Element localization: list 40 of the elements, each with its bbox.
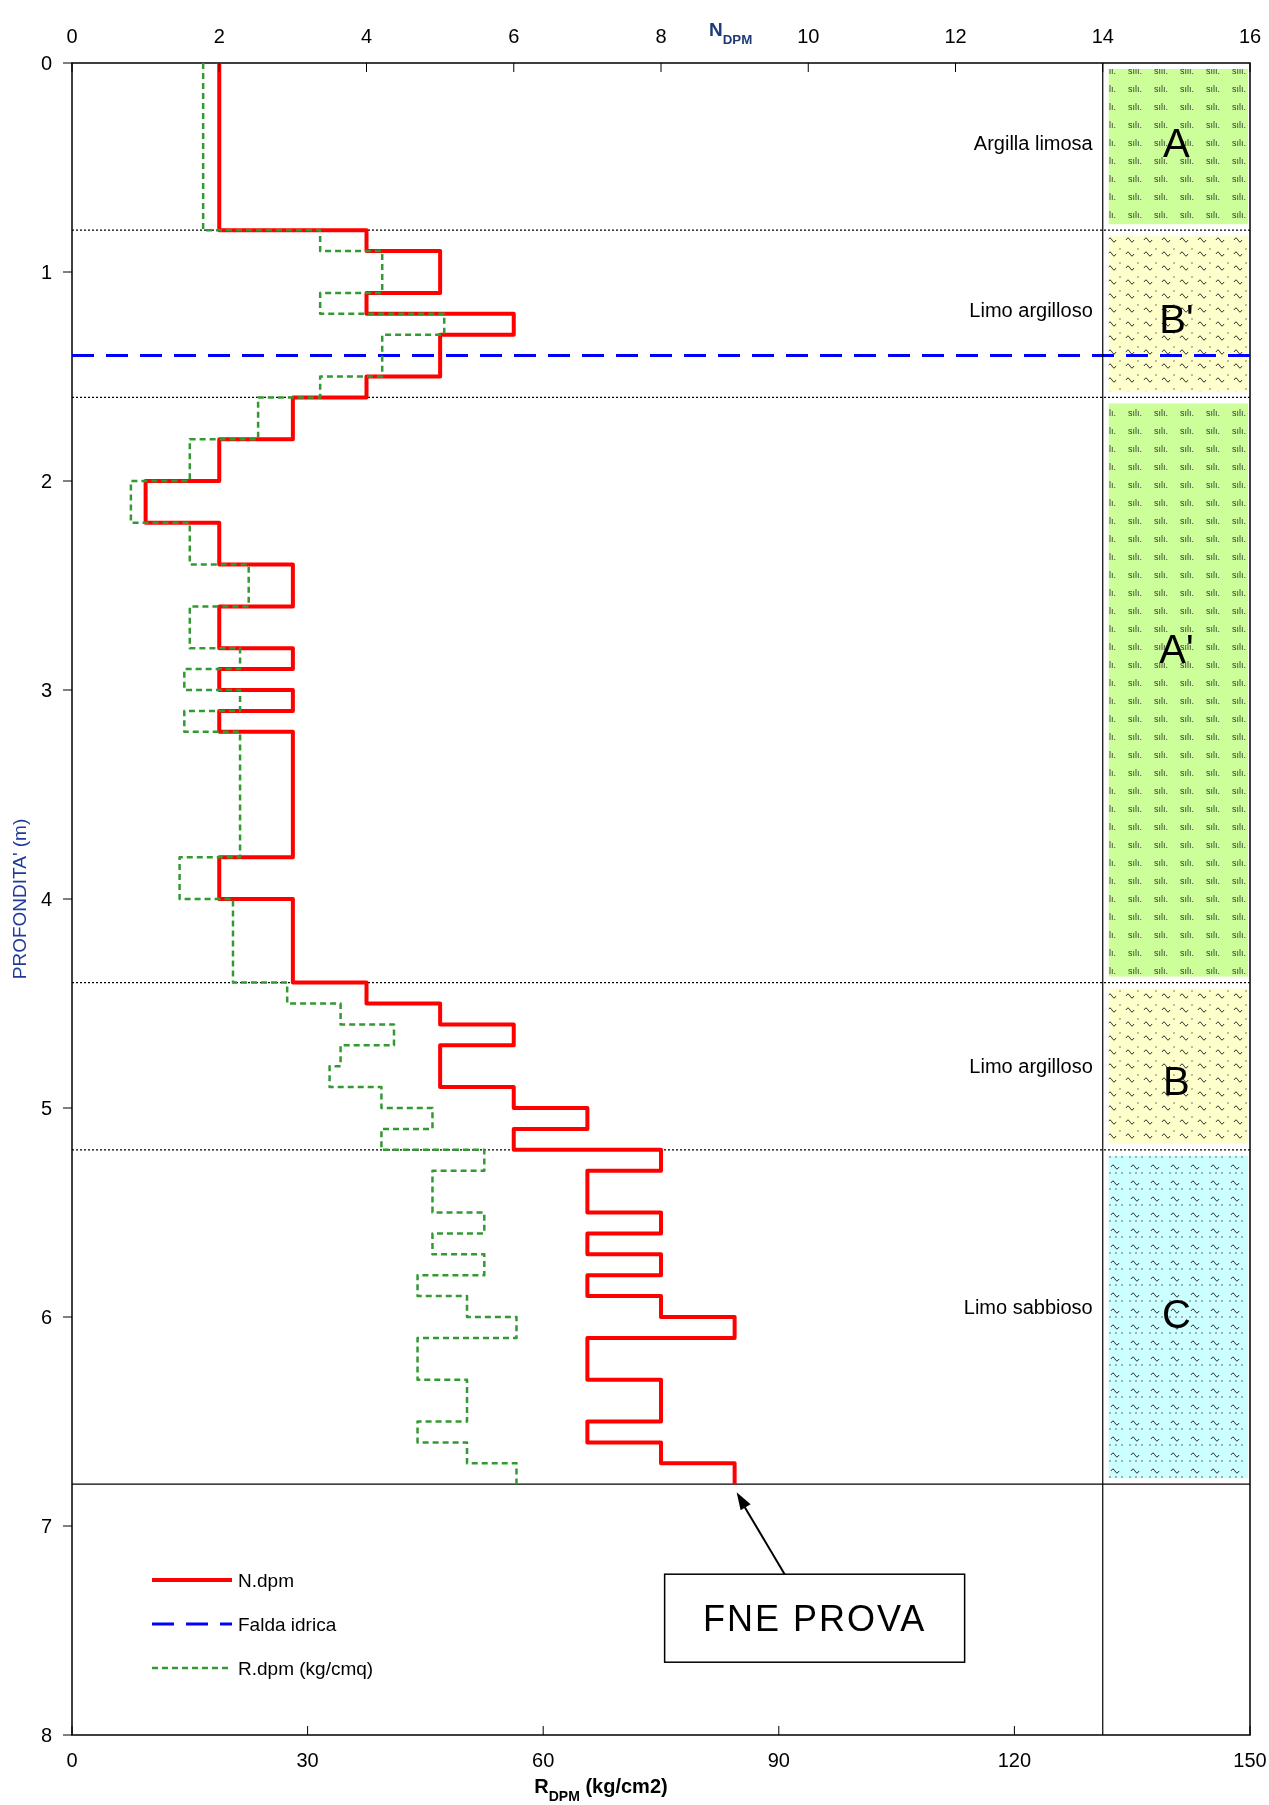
y-tick-label: 8 xyxy=(40,1724,52,1746)
y-tick-label: 1 xyxy=(40,261,52,283)
x-tick-label: 150 xyxy=(1233,1749,1267,1771)
annotation: Limo argilloso xyxy=(969,299,1093,322)
legend-label: R.dpm (kg/cmq) xyxy=(238,1658,374,1679)
y-tick-label: 3 xyxy=(40,679,52,701)
annotation: Argilla limosa xyxy=(973,132,1094,155)
x2-tick-label: 8 xyxy=(655,25,667,47)
annotation: Limo sabbioso xyxy=(963,1295,1093,1318)
x-tick-label: 120 xyxy=(997,1749,1032,1771)
x2-tick-label: 2 xyxy=(213,25,225,47)
x-tick-label: 0 xyxy=(66,1749,78,1771)
legend-label: Falda idrica xyxy=(238,1614,337,1635)
annotation: A' xyxy=(1159,627,1194,672)
annotation: FNE PROVA xyxy=(702,1598,927,1640)
x-tick-label: 60 xyxy=(532,1749,555,1771)
annotation: C xyxy=(1161,1291,1191,1336)
y-tick-label: 4 xyxy=(40,888,52,910)
y-axis-title: PROFONDITA' (m) xyxy=(9,818,30,980)
x2-tick-label: 10 xyxy=(797,25,820,47)
x2-tick-label: 12 xyxy=(944,25,967,47)
y-tick-label: 0 xyxy=(40,52,52,74)
x2-tick-label: 4 xyxy=(360,25,373,47)
x2-tick-label: 6 xyxy=(508,25,520,47)
x2-tick-label: 14 xyxy=(1091,25,1114,47)
annotation: Limo argilloso xyxy=(969,1055,1093,1078)
x-axis-title: R$_{DPM}$ (kg/cm2) xyxy=(534,1775,668,1804)
legend-label: N.dpm xyxy=(238,1570,294,1591)
y-tick-label: 6 xyxy=(40,1306,52,1328)
x2-axis-title: N$_{DPM}$ xyxy=(708,19,753,47)
x-tick-label: 90 xyxy=(767,1749,790,1771)
annotation: B xyxy=(1163,1059,1190,1104)
x2-tick-label: 16 xyxy=(1238,25,1262,47)
y-tick-label: 7 xyxy=(40,1515,52,1537)
y-tick-label: 5 xyxy=(40,1097,52,1119)
annotation: A xyxy=(1163,121,1191,166)
x-tick-label: 30 xyxy=(296,1749,319,1771)
x2-tick-label: 0 xyxy=(66,25,78,47)
annotation: B' xyxy=(1159,296,1194,341)
y-tick-label: 2 xyxy=(40,470,52,492)
